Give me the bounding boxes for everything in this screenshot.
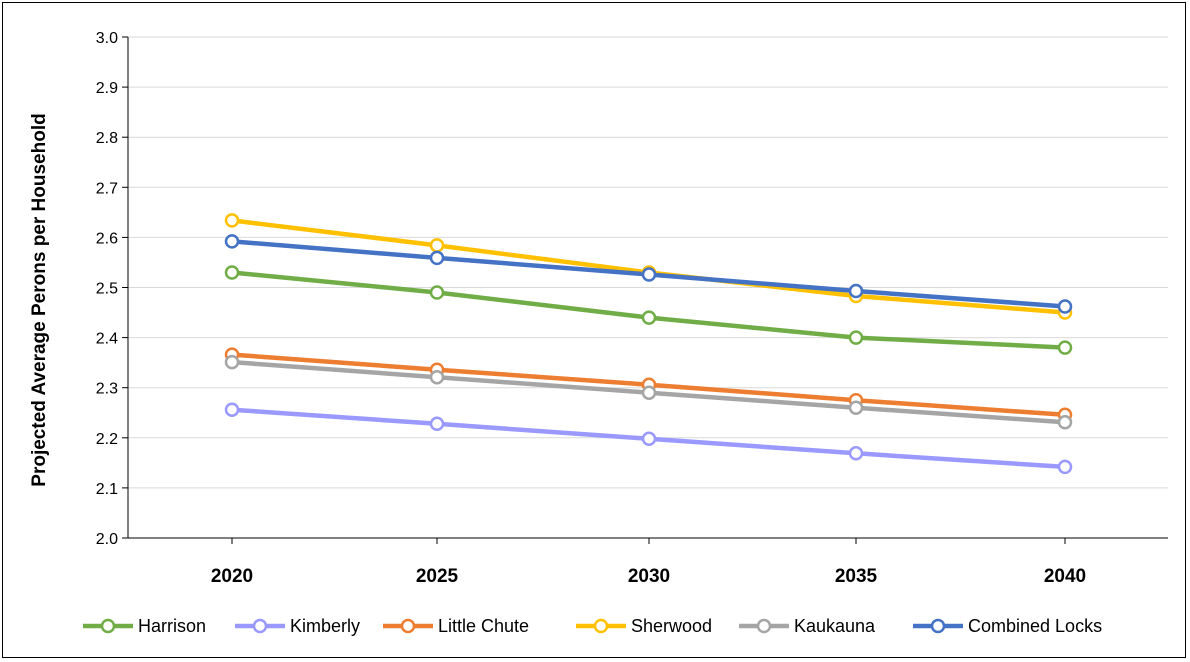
y-tick-label: 2.3 [96,381,118,398]
y-tick-label: 2.6 [96,230,118,247]
legend-swatch-marker [252,618,268,634]
y-tick-label: 2.8 [96,130,118,147]
series-points [224,213,1073,475]
legend-label: Sherwood [631,616,712,636]
y-tick-label: 2.5 [96,281,118,298]
x-tick-label: 2025 [416,566,459,587]
x-tick-label: 2035 [835,566,878,587]
y-tick-label: 2.9 [96,80,118,97]
data-point-kimberly [641,431,657,447]
data-point-kaukauna [429,369,445,385]
legend-item-kimberly: Kimberly [235,616,360,636]
legend-label: Little Chute [438,616,529,636]
legend-swatch-marker [756,618,772,634]
data-point-harrison [1057,340,1073,355]
legend-swatch-marker [593,618,609,634]
data-point-kaukauna [641,385,657,400]
legend-swatch-marker [930,618,946,634]
legend-item-little-chute: Little Chute [383,616,529,636]
data-point-kimberly [224,402,240,417]
data-point-harrison [224,265,240,280]
legend-label: Combined Locks [968,616,1102,636]
legend-item-sherwood: Sherwood [576,616,712,636]
data-point-combined-locks [848,283,864,299]
legend-item-harrison: Harrison [83,616,206,636]
data-point-harrison [429,285,445,300]
x-tick-label: 2040 [1044,566,1086,587]
data-point-kaukauna [1057,415,1073,430]
y-axis-label: Projected Average Perons per Household [29,113,50,486]
legend-swatch-marker [100,618,116,634]
legend-swatch-marker [400,618,416,634]
gridlines [128,36,1168,489]
legend-item-combined-locks: Combined Locks [913,616,1102,636]
legend-label: Kaukauna [794,616,876,636]
data-point-combined-locks [224,234,240,249]
data-point-combined-locks [1057,299,1073,314]
data-point-harrison [641,310,657,325]
data-point-kaukauna [224,354,240,370]
data-point-combined-locks [429,250,445,266]
data-point-kimberly [429,416,445,432]
y-tick-label: 2.1 [96,481,118,498]
data-point-kimberly [1057,459,1073,475]
data-point-harrison [848,330,864,345]
legend-label: Kimberly [290,616,360,636]
legend: Harrison Kimberly Little Chute Sherwood Kauk… [83,616,1102,636]
y-tick-label: 2.4 [96,331,118,348]
y-tick-label: 2.0 [96,531,118,548]
y-tick-label: 2.2 [96,431,118,448]
x-tick-label: 2020 [211,566,253,587]
x-tick-label: 2030 [628,566,670,587]
y-tick-label: 3.0 [96,30,118,47]
data-point-sherwood [224,213,240,228]
legend-item-kaukauna: Kaukauna [739,616,876,636]
data-point-combined-locks [641,267,657,282]
data-point-sherwood [429,238,445,253]
data-point-kimberly [848,446,864,461]
x-tick-labels: 2020 2025 2030 2035 2040 [211,538,1086,587]
data-point-kaukauna [848,400,864,415]
legend-label: Harrison [138,616,206,636]
series-lines [229,218,1068,470]
series-line-harrison [229,270,1068,350]
y-tick-labels: 2.0 2.1 2.2 2.3 2.4 2.5 2.6 2.7 2.8 2.9 3.0 [96,30,128,548]
y-tick-label: 2.7 [96,180,118,197]
